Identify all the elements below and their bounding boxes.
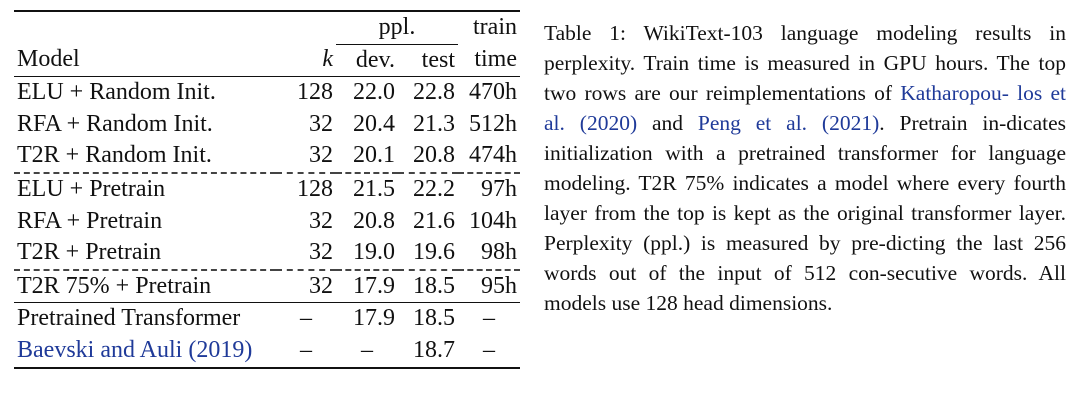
cell-time: 104h (469, 207, 517, 234)
cell-dev: 21.5 (336, 171, 398, 206)
cell-model: Pretrained Transformer (14, 302, 276, 335)
cell-dev: 20.8 (353, 207, 395, 234)
cell-model: ELU + Random Init. (14, 76, 276, 109)
cell-dev: 17.9 (336, 302, 398, 335)
cell-model: T2R 75% + Pretrain (14, 268, 276, 303)
header-empty-cell (14, 9, 276, 45)
table-row: ELU + Random Init. 128 22.0 22.8 470h (14, 76, 520, 109)
header-empty-cell (276, 9, 336, 45)
cell-model: ELU + Pretrain (14, 171, 276, 206)
header-time: time (474, 46, 517, 73)
cell-test: 18.5 (398, 302, 458, 335)
table-row: ELU + Pretrain 128 21.5 22.2 97h (14, 171, 520, 206)
cell-time: 98h (481, 239, 517, 266)
cell-time: 470h (458, 76, 520, 109)
table-row: Pretrained Transformer – 17.9 18.5 – (14, 302, 520, 335)
citation-year-link[interactable]: (2019) (188, 336, 253, 363)
cell-k: 32 (276, 268, 336, 303)
cell-time: 97h (458, 171, 520, 206)
cell-dev: 17.9 (336, 268, 398, 303)
table-row: RFA + Pretrain 32 20.8 21.6 104h (14, 206, 520, 238)
cell-k: 128 (276, 171, 336, 206)
cell-test: 22.8 (398, 76, 458, 109)
citation-year-katharopoulos[interactable]: (2020) (579, 111, 638, 135)
cell-dev: 20.1 (353, 142, 395, 169)
caption-text-1: Table 1: WikiText-103 language modeling … (544, 21, 1066, 105)
citation-link-baevski[interactable]: Baevski and Auli (17, 336, 183, 363)
cell-model: T2R + Pretrain (17, 239, 162, 266)
caption-text-3: . Pretrain in-dicates initialization wit… (544, 111, 1066, 315)
cell-k: – (276, 334, 336, 369)
results-table-container: ppl. train Model k dev. test time ELU + … (14, 9, 520, 369)
header-model: Model (17, 46, 80, 73)
cell-time: – (458, 334, 520, 369)
cell-dev: – (336, 334, 398, 369)
table-row: T2R + Random Init. 32 20.1 20.8 474h (14, 140, 520, 173)
cell-time: – (458, 302, 520, 335)
caption-text-2: and (637, 111, 698, 135)
cell-model: RFA + Random Init. (17, 110, 213, 137)
cell-k: 32 (309, 142, 333, 169)
citation-link-katharopoulos[interactable]: Katharopou- (900, 81, 1009, 105)
cell-time: 474h (469, 142, 517, 169)
cell-model: T2R + Random Init. (17, 142, 212, 169)
cell-k: – (276, 302, 336, 335)
header-train-group: train (458, 9, 520, 45)
cell-k: 32 (309, 110, 333, 137)
table-row: Baevski and Auli (2019) – – 18.7 – (14, 334, 520, 369)
cell-dev: 20.4 (353, 110, 395, 137)
cell-time: 95h (458, 268, 520, 303)
citation-year-peng[interactable]: (2021) (821, 111, 880, 135)
header-dev: dev. (355, 46, 395, 73)
cell-test: 18.7 (398, 334, 458, 369)
cell-k: 128 (276, 76, 336, 109)
table-row: T2R + Pretrain 32 19.0 19.6 98h (14, 237, 520, 270)
citation-link-katharopoulos-cont[interactable]: los et al. (544, 81, 1066, 135)
header-k: k (322, 46, 333, 73)
header-test: test (421, 46, 455, 73)
table-row: T2R 75% + Pretrain 32 17.9 18.5 95h (14, 268, 520, 303)
cell-k: 32 (309, 239, 333, 266)
header-row-1: ppl. train (14, 9, 520, 45)
cell-dev-best: 19.0 (353, 239, 395, 266)
results-table: ppl. train Model k dev. test time ELU + … (14, 9, 520, 369)
cell-test: 21.3 (413, 110, 455, 137)
cell-k: 32 (309, 207, 333, 234)
citation-link-peng[interactable]: Peng et al. (697, 111, 808, 135)
cell-test: 20.8 (413, 142, 455, 169)
cell-test: 21.6 (413, 207, 455, 234)
table-row: RFA + Random Init. 32 20.4 21.3 512h (14, 109, 520, 141)
table-caption: Table 1: WikiText-103 language modeling … (544, 18, 1066, 318)
header-ppl-group: ppl. (336, 9, 458, 45)
cell-test: 18.5 (398, 268, 458, 303)
cell-model: RFA + Pretrain (17, 207, 163, 234)
cell-test: 22.2 (398, 171, 458, 206)
cell-model: Baevski and Auli (2019) (14, 334, 276, 369)
cell-time: 512h (469, 110, 517, 137)
cell-test-best: 19.6 (413, 239, 455, 266)
header-row-2: Model k dev. test time (14, 44, 520, 77)
cell-dev: 22.0 (336, 76, 398, 109)
